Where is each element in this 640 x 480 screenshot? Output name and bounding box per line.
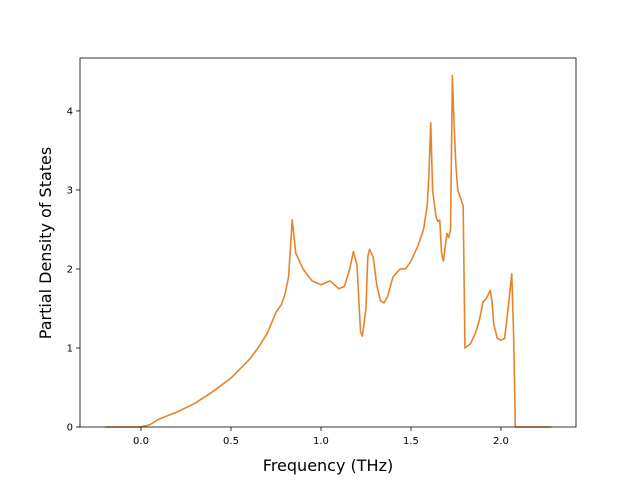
- y-tick-label: 4: [67, 106, 73, 117]
- line: [105, 74, 552, 428]
- x-tick-label: 2.0: [493, 436, 509, 447]
- y-tick-label: 2: [67, 264, 73, 275]
- y-axis-label: Partial Density of States: [36, 147, 55, 339]
- plot-frame: [79, 57, 577, 428]
- y-tick-label: 3: [67, 185, 73, 196]
- y-tick-label: 1: [67, 343, 73, 354]
- y-tick-label: 0: [67, 423, 73, 434]
- x-tick-label: 1.5: [403, 436, 419, 447]
- x-tick-label: 0.5: [223, 436, 239, 447]
- x-tick-label: 1.0: [313, 436, 329, 447]
- x-tick-label: 0.0: [133, 436, 149, 447]
- x-axis-label: Frequency (THz): [263, 456, 393, 475]
